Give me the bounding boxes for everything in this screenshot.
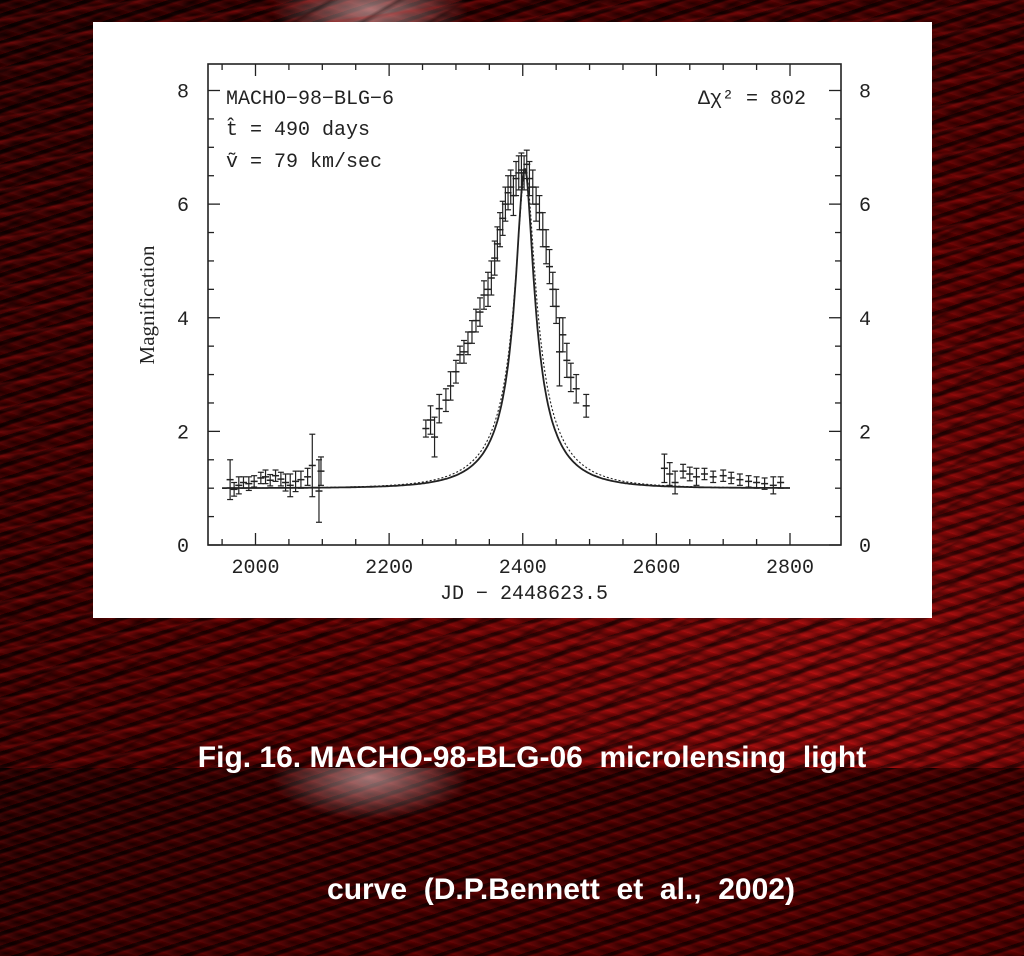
- data-point: [317, 456, 325, 486]
- data-point: [666, 462, 674, 486]
- y-tick-label: 0: [177, 536, 189, 559]
- y-tick-label-right: 6: [859, 195, 871, 218]
- model-curves: [222, 168, 790, 489]
- data-point: [572, 373, 580, 404]
- data-point: [552, 288, 560, 325]
- data-point: [719, 469, 727, 482]
- data-point: [542, 229, 550, 265]
- data-point: [304, 467, 312, 486]
- data-point: [777, 476, 785, 489]
- x-tick-label: 2800: [766, 557, 814, 580]
- y-axis-label: Magnification: [135, 245, 159, 364]
- y-tick-label: 8: [177, 82, 189, 105]
- data-point: [277, 471, 285, 487]
- data-point: [525, 160, 533, 197]
- data-point: [582, 393, 590, 418]
- x-tick-label: 2600: [632, 557, 680, 580]
- data-point: [700, 467, 708, 481]
- data-points: [226, 149, 785, 523]
- data-point: [753, 476, 761, 489]
- axis-tick-labels: 2000 2200 2400 2600 2800 0 0 2 2 4 4 6 6 8 8: [177, 82, 871, 581]
- data-point: [559, 317, 567, 353]
- figure-panel: 2000 2200 2400 2600 2800 0 0 2 2 4 4 6 6 8 8 MACHO−98−…: [93, 22, 932, 618]
- data-point: [472, 308, 480, 333]
- data-point: [452, 359, 460, 384]
- y-tick-label: 4: [177, 309, 189, 332]
- data-point: [476, 297, 484, 327]
- t-hat-annotation: t̂ = 490 days: [226, 117, 370, 142]
- data-point: [545, 248, 553, 285]
- data-point: [447, 371, 455, 401]
- y-tick-label: 2: [177, 422, 189, 445]
- caption-line-2: curve (D.P.Bennett et al., 2002): [327, 873, 795, 906]
- data-point: [487, 260, 495, 296]
- axis-ticks: [208, 64, 841, 546]
- data-point: [679, 463, 687, 479]
- data-point: [235, 476, 243, 495]
- data-point: [292, 470, 300, 493]
- data-point: [532, 186, 540, 222]
- data-point: [245, 476, 253, 492]
- y-tick-label-right: 4: [859, 309, 871, 332]
- x-tick-label: 2000: [231, 557, 279, 580]
- v-tilde-annotation: ṽ = 79 km/sec: [226, 151, 382, 174]
- data-point: [250, 475, 258, 488]
- caption-line-1: Fig. 16. MACHO-98-BLG-06 microlensing li…: [197, 741, 867, 774]
- y-tick-label: 6: [177, 195, 189, 218]
- data-point: [480, 280, 488, 310]
- x-axis-label: JD − 2448623.5: [440, 583, 608, 606]
- data-point: [272, 469, 280, 482]
- plot-frame: [207, 63, 842, 546]
- delta-chi2-annotation: Δχ² = 802: [698, 88, 806, 111]
- data-point: [262, 469, 270, 485]
- data-point: [769, 476, 777, 495]
- data-point: [239, 476, 247, 489]
- data-point: [460, 339, 468, 364]
- data-point: [745, 475, 753, 488]
- model-curve-dotted: [222, 168, 790, 489]
- data-point: [427, 405, 435, 435]
- event-name-annotation: MACHO−98−BLG−6: [226, 88, 394, 111]
- data-point: [727, 471, 735, 485]
- data-point: [761, 477, 769, 490]
- data-point: [709, 470, 717, 484]
- data-point: [297, 470, 305, 489]
- light-curve-chart: 2000 2200 2400 2600 2800 0 0 2 2 4 4 6 6 8 8 MACHO−98−…: [135, 63, 871, 606]
- data-point: [686, 466, 694, 482]
- figure-caption: Fig. 16. MACHO-98-BLG-06 microlensing li…: [60, 648, 1004, 956]
- data-point: [286, 473, 294, 498]
- data-point: [567, 362, 575, 393]
- x-tick-label: 2400: [499, 557, 547, 580]
- model-curve-solid: [222, 168, 790, 489]
- data-point: [257, 471, 265, 485]
- data-point: [230, 481, 238, 497]
- data-point: [563, 342, 571, 379]
- x-tick-label: 2200: [365, 557, 413, 580]
- data-point: [226, 459, 234, 501]
- data-point: [308, 433, 316, 498]
- y-tick-label-right: 0: [859, 536, 871, 559]
- y-tick-label-right: 8: [859, 82, 871, 105]
- data-point: [266, 473, 274, 487]
- y-tick-label-right: 2: [859, 422, 871, 445]
- data-point: [660, 453, 668, 484]
- data-point: [435, 393, 443, 424]
- data-point: [671, 470, 679, 495]
- data-point: [736, 473, 744, 486]
- data-point: [431, 416, 439, 458]
- data-point: [692, 467, 700, 486]
